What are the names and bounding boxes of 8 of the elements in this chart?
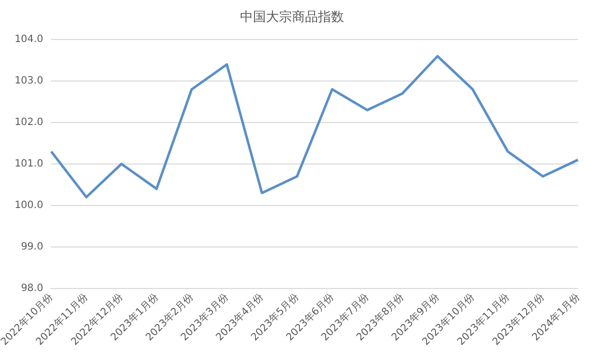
chart-title: 中国大宗商品指数: [240, 9, 344, 26]
y-tick-label: 100.0: [14, 200, 44, 211]
y-tick-label: 103.0: [14, 76, 44, 87]
y-tick-label: 101.0: [14, 158, 44, 170]
y-tick-label: 102.0: [14, 117, 44, 128]
y-tick-label: 104.0: [14, 34, 44, 46]
y-tick-label: 98.0: [20, 282, 44, 294]
y-tick-label: 99.0: [20, 241, 44, 252]
